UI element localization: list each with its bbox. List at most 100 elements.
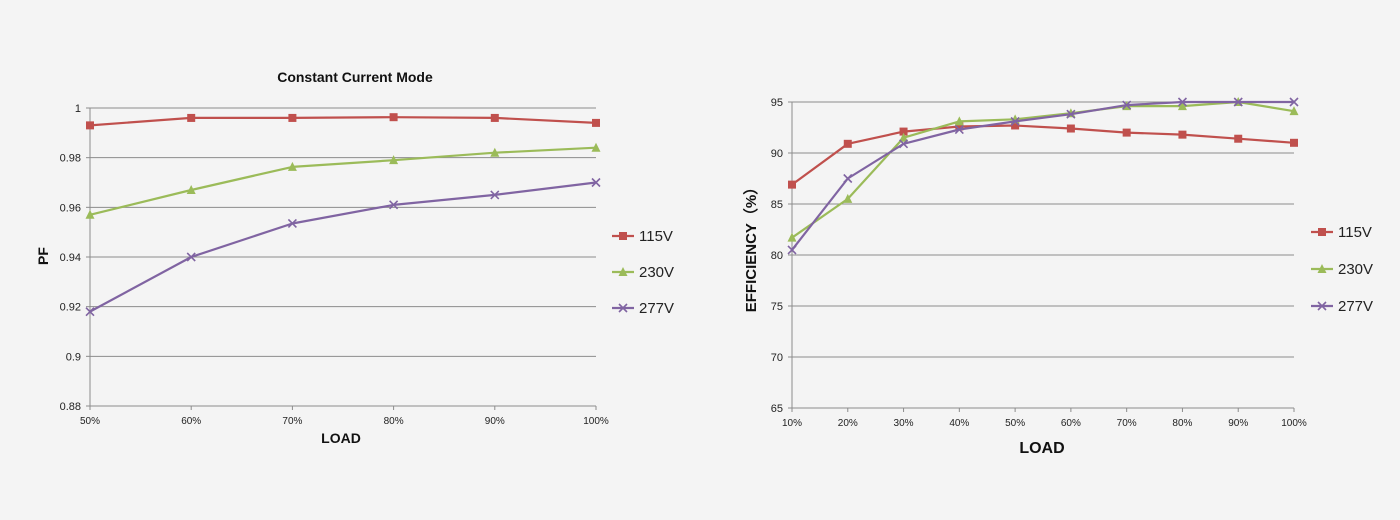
x-tick-label: 80% <box>384 416 404 427</box>
legend: 115V 230V 277V <box>1311 224 1373 315</box>
x-tick-label: 20% <box>838 418 858 429</box>
legend: 115V 230V 277V <box>612 228 674 317</box>
legend-label: 230V <box>1338 261 1373 278</box>
series-115v-line <box>791 124 1295 186</box>
series-277v-line <box>791 100 1294 251</box>
x-tick-label: 60% <box>1061 418 1081 429</box>
series-277v-point <box>591 177 601 188</box>
series-115v-point <box>86 121 94 130</box>
legend-label: 277V <box>1338 298 1373 315</box>
legend-label: 277V <box>639 300 674 317</box>
series-277v-point <box>85 307 95 317</box>
series-115v-point <box>389 113 398 122</box>
series-115v-point <box>788 180 796 189</box>
y-tick-label: 0.96 <box>60 202 81 214</box>
series-115v-point <box>1178 130 1187 139</box>
y-tick-label: 75 <box>771 301 783 313</box>
x-tick-labels: 10% 20% 30% 40% 50% 60% 70% 80% 90% 100% <box>782 418 1307 429</box>
series-277v-point <box>843 173 853 184</box>
series-115v-point <box>899 127 908 136</box>
x-tick-labels: 50% 60% 70% 80% 90% 100% <box>80 416 609 427</box>
x-tick-label: 100% <box>583 416 609 427</box>
x-tick-label: 70% <box>1117 418 1137 429</box>
series-230v-point <box>787 232 797 242</box>
y-tick-label: 90 <box>771 148 783 160</box>
series-277v-point <box>954 124 964 135</box>
series-277v-point <box>389 200 399 210</box>
legend-marker <box>618 267 628 276</box>
x-tick-label: 30% <box>894 418 914 429</box>
axes <box>86 107 597 410</box>
series-230v-point <box>591 142 601 152</box>
series-230v-point <box>954 116 964 126</box>
series-230v-point <box>1289 106 1299 116</box>
series-277v-point <box>490 190 500 200</box>
legend-label: 230V <box>639 264 674 281</box>
series-115v-point <box>490 113 499 122</box>
series-230v-point <box>389 155 399 165</box>
series-230v-point <box>85 209 95 219</box>
y-tick-label: 0.94 <box>60 252 81 264</box>
series-230v-point <box>843 193 853 203</box>
series-277v-line <box>89 181 597 313</box>
grid-lines <box>90 107 596 407</box>
grid-lines <box>792 101 1294 409</box>
legend-marker <box>619 232 627 240</box>
y-tick-label: 85 <box>771 199 783 211</box>
legend-label: 115V <box>1338 224 1372 241</box>
x-tick-label: 10% <box>782 418 802 429</box>
x-tick-label: 80% <box>1172 418 1192 429</box>
series-230v-point <box>186 184 196 194</box>
legend-marker <box>1317 264 1327 273</box>
series-115v-point <box>187 113 196 122</box>
series-230v-line <box>791 100 1295 239</box>
series-277v-point <box>287 218 297 229</box>
legend-marker <box>1317 301 1327 311</box>
series-lines <box>85 113 601 317</box>
x-tick-label: 40% <box>949 418 969 429</box>
legend-marker <box>618 303 628 313</box>
x-axis-label: LOAD <box>1019 440 1064 457</box>
series-115v-point <box>592 118 600 127</box>
x-tick-label: 100% <box>1281 418 1307 429</box>
series-230v-point <box>899 132 909 142</box>
series-lines <box>787 97 1299 255</box>
series-277v-point <box>1010 116 1020 126</box>
y-tick-label: 65 <box>771 403 783 415</box>
legend-label: 115V <box>639 228 673 245</box>
series-115v-point <box>1122 128 1131 137</box>
series-115v-point <box>955 122 964 131</box>
chart-title: Constant Current Mode <box>277 69 433 85</box>
y-tick-labels: 65 70 75 80 85 90 95 <box>771 97 783 415</box>
axes <box>788 101 1295 412</box>
x-tick-label: 70% <box>282 416 302 427</box>
x-tick-label: 90% <box>485 416 505 427</box>
series-115v-point <box>1290 138 1298 147</box>
series-277v-point <box>1066 109 1076 119</box>
efficiency-chart: 65 70 75 80 85 90 95 10% 20% 30% 40% 50% 60% 70% 80% 9… <box>742 97 1373 457</box>
y-tick-label: 0.88 <box>60 401 81 413</box>
series-115v-point <box>1234 134 1243 143</box>
series-277v-point <box>787 245 797 255</box>
y-tick-label: 80 <box>771 250 783 262</box>
series-277v-point <box>1233 97 1243 107</box>
series-230v-line <box>89 146 597 216</box>
series-115v-point <box>1011 121 1020 130</box>
y-tick-labels: 0.88 0.9 0.92 0.94 0.96 0.98 1 <box>60 103 81 413</box>
series-230v-point <box>1177 101 1187 111</box>
series-115v-point <box>1066 124 1075 133</box>
y-axis-label: EFFICIENCY（%） <box>742 180 760 313</box>
series-230v-point <box>490 147 500 157</box>
series-277v-point <box>1122 100 1132 110</box>
series-230v-point <box>287 161 297 171</box>
y-tick-label: 95 <box>771 97 783 109</box>
legend-marker <box>1318 228 1326 236</box>
series-277v-point <box>1177 97 1188 107</box>
y-tick-label: 70 <box>771 352 783 364</box>
x-tick-label: 60% <box>181 416 201 427</box>
y-tick-label: 0.9 <box>66 351 81 363</box>
y-tick-label: 0.92 <box>60 302 81 314</box>
series-115v-line <box>89 116 597 127</box>
series-115v-point <box>843 139 852 148</box>
